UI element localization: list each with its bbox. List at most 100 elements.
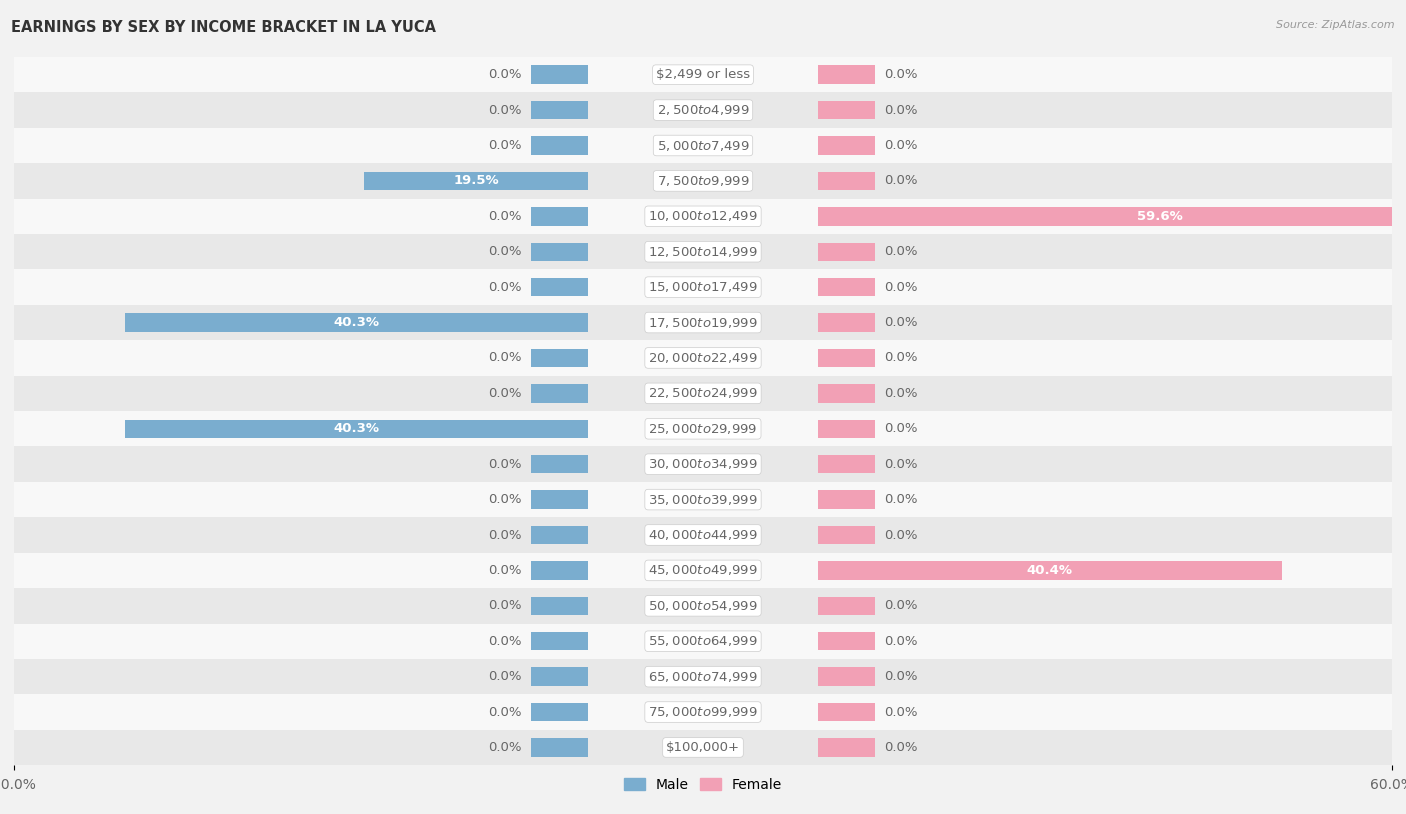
Bar bbox=[531, 455, 588, 474]
Text: 0.0%: 0.0% bbox=[488, 599, 522, 612]
Text: 0.0%: 0.0% bbox=[884, 281, 918, 294]
Bar bbox=[531, 632, 588, 650]
Text: 0.0%: 0.0% bbox=[884, 493, 918, 506]
Bar bbox=[818, 348, 875, 367]
Text: 0.0%: 0.0% bbox=[488, 139, 522, 152]
Bar bbox=[14, 482, 1392, 518]
Bar bbox=[818, 384, 875, 403]
Bar bbox=[531, 490, 588, 509]
Text: 0.0%: 0.0% bbox=[488, 528, 522, 541]
Text: $10,000 to $12,499: $10,000 to $12,499 bbox=[648, 209, 758, 223]
Bar bbox=[14, 304, 1392, 340]
Text: 0.0%: 0.0% bbox=[884, 422, 918, 435]
Text: $15,000 to $17,499: $15,000 to $17,499 bbox=[648, 280, 758, 294]
Bar bbox=[14, 694, 1392, 730]
Bar bbox=[14, 730, 1392, 765]
Bar bbox=[14, 234, 1392, 269]
Text: $65,000 to $74,999: $65,000 to $74,999 bbox=[648, 670, 758, 684]
Bar bbox=[531, 597, 588, 615]
Text: 0.0%: 0.0% bbox=[884, 139, 918, 152]
Bar bbox=[531, 526, 588, 545]
Text: 0.0%: 0.0% bbox=[488, 741, 522, 754]
Text: $55,000 to $64,999: $55,000 to $64,999 bbox=[648, 634, 758, 648]
Bar bbox=[14, 624, 1392, 659]
Bar bbox=[818, 738, 875, 757]
Bar bbox=[14, 340, 1392, 375]
Text: 0.0%: 0.0% bbox=[488, 670, 522, 683]
Text: 0.0%: 0.0% bbox=[884, 174, 918, 187]
Bar bbox=[818, 65, 875, 84]
Bar bbox=[14, 199, 1392, 234]
Text: 0.0%: 0.0% bbox=[488, 493, 522, 506]
Text: 0.0%: 0.0% bbox=[884, 68, 918, 81]
Bar bbox=[14, 588, 1392, 624]
Bar bbox=[818, 526, 875, 545]
Bar bbox=[531, 384, 588, 403]
Bar bbox=[531, 561, 588, 580]
Text: $100,000+: $100,000+ bbox=[666, 741, 740, 754]
Text: 40.3%: 40.3% bbox=[333, 316, 380, 329]
Text: 0.0%: 0.0% bbox=[884, 741, 918, 754]
Text: 40.4%: 40.4% bbox=[1026, 564, 1073, 577]
Bar bbox=[531, 348, 588, 367]
Bar bbox=[818, 207, 1406, 225]
Bar bbox=[818, 490, 875, 509]
Bar bbox=[14, 57, 1392, 92]
Text: 0.0%: 0.0% bbox=[488, 706, 522, 719]
Bar bbox=[818, 243, 875, 261]
Text: $25,000 to $29,999: $25,000 to $29,999 bbox=[648, 422, 758, 435]
Text: $40,000 to $44,999: $40,000 to $44,999 bbox=[648, 528, 758, 542]
Bar bbox=[818, 313, 875, 332]
Bar bbox=[531, 738, 588, 757]
Bar bbox=[818, 702, 875, 721]
Bar bbox=[531, 278, 588, 296]
Text: 0.0%: 0.0% bbox=[488, 210, 522, 223]
Bar bbox=[14, 163, 1392, 199]
Bar bbox=[531, 101, 588, 120]
Text: 0.0%: 0.0% bbox=[488, 68, 522, 81]
Text: 0.0%: 0.0% bbox=[488, 457, 522, 470]
Text: Source: ZipAtlas.com: Source: ZipAtlas.com bbox=[1277, 20, 1395, 30]
Bar bbox=[818, 419, 875, 438]
Text: $35,000 to $39,999: $35,000 to $39,999 bbox=[648, 492, 758, 506]
Text: EARNINGS BY SEX BY INCOME BRACKET IN LA YUCA: EARNINGS BY SEX BY INCOME BRACKET IN LA … bbox=[11, 20, 436, 35]
Bar bbox=[531, 136, 588, 155]
Text: 0.0%: 0.0% bbox=[488, 352, 522, 365]
Text: $17,500 to $19,999: $17,500 to $19,999 bbox=[648, 316, 758, 330]
Text: 0.0%: 0.0% bbox=[488, 387, 522, 400]
Bar bbox=[14, 92, 1392, 128]
Text: 0.0%: 0.0% bbox=[884, 599, 918, 612]
Bar bbox=[14, 553, 1392, 588]
Bar bbox=[364, 172, 588, 190]
Text: 0.0%: 0.0% bbox=[884, 245, 918, 258]
Bar bbox=[818, 101, 875, 120]
Bar bbox=[125, 313, 588, 332]
Text: 0.0%: 0.0% bbox=[884, 670, 918, 683]
Bar bbox=[531, 243, 588, 261]
Bar bbox=[818, 667, 875, 686]
Text: 0.0%: 0.0% bbox=[884, 316, 918, 329]
Bar bbox=[14, 128, 1392, 163]
Bar bbox=[818, 597, 875, 615]
Text: $75,000 to $99,999: $75,000 to $99,999 bbox=[648, 705, 758, 719]
Bar bbox=[531, 702, 588, 721]
Bar bbox=[818, 561, 1282, 580]
Bar bbox=[14, 446, 1392, 482]
Text: 0.0%: 0.0% bbox=[488, 103, 522, 116]
Text: $22,500 to $24,999: $22,500 to $24,999 bbox=[648, 387, 758, 400]
Bar bbox=[14, 411, 1392, 446]
Text: $12,500 to $14,999: $12,500 to $14,999 bbox=[648, 245, 758, 259]
Text: 59.6%: 59.6% bbox=[1137, 210, 1182, 223]
Text: 0.0%: 0.0% bbox=[884, 103, 918, 116]
Text: $20,000 to $22,499: $20,000 to $22,499 bbox=[648, 351, 758, 365]
Bar bbox=[818, 278, 875, 296]
Bar bbox=[531, 207, 588, 225]
Text: $7,500 to $9,999: $7,500 to $9,999 bbox=[657, 174, 749, 188]
Bar bbox=[818, 632, 875, 650]
Text: 0.0%: 0.0% bbox=[884, 528, 918, 541]
Text: 0.0%: 0.0% bbox=[884, 706, 918, 719]
Bar bbox=[125, 419, 588, 438]
Bar bbox=[818, 172, 875, 190]
Bar bbox=[818, 136, 875, 155]
Text: 19.5%: 19.5% bbox=[453, 174, 499, 187]
